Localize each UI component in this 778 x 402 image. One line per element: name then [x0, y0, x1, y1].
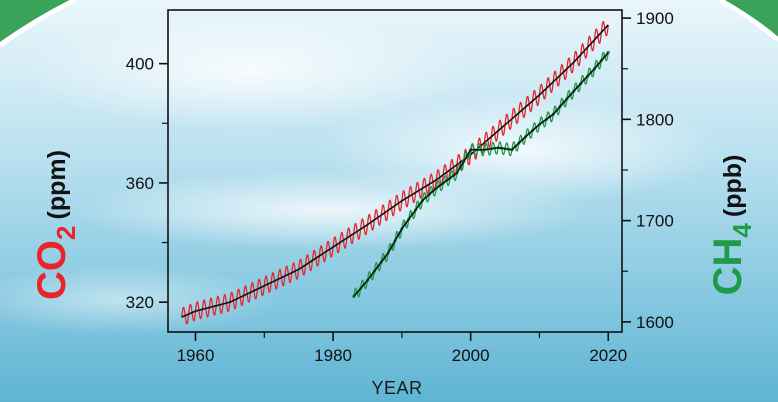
co2-title-sub: 2: [51, 225, 81, 240]
x-tick-label: 1960: [177, 346, 215, 365]
plot-frame: [167, 9, 623, 333]
ch4-title-sub: 4: [727, 223, 757, 238]
x-tick-label: 1980: [314, 346, 352, 365]
series-monthly-right: [353, 51, 609, 298]
y-left-tick-label: 400: [126, 55, 154, 74]
series-trend-right: [353, 52, 609, 298]
plot-area: 1960 1980 2000 2020 320 360 400 1600 1700 1800 190…: [126, 9, 674, 365]
x-axis-label: YEAR: [371, 378, 422, 398]
co2-axis-title: CO2 (ppm): [22, 115, 82, 335]
y-right-tick-label: 1700: [636, 212, 674, 231]
x-tick-label: 2000: [452, 346, 490, 365]
y-left-tick-label: 360: [126, 174, 154, 193]
co2-title-main: CO: [30, 239, 74, 300]
green-corner-left: [0, 0, 75, 45]
y-right-tick-label: 1800: [636, 110, 674, 129]
series-trend-left: [181, 24, 609, 318]
y-right-tick-label: 1600: [636, 313, 674, 332]
y-right-tick-label: 1900: [636, 9, 674, 28]
y-left-tick-label: 320: [126, 293, 154, 312]
ch4-title-main: CH: [706, 237, 750, 296]
series-monthly-left: [181, 20, 609, 325]
x-tick-label: 2020: [589, 346, 627, 365]
ch4-title-unit: (ppb): [719, 154, 747, 218]
co2-title-unit: (ppm): [43, 150, 71, 220]
green-corner-right: [720, 0, 778, 40]
ch4-axis-title: CH4 (ppb): [698, 115, 758, 335]
